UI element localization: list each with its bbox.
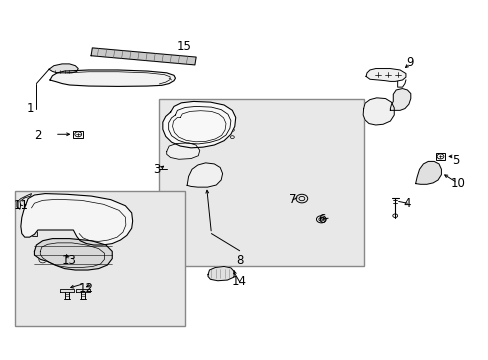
Text: 7: 7 <box>289 193 296 206</box>
Text: 3: 3 <box>153 163 161 176</box>
Text: 2: 2 <box>34 129 41 142</box>
Bar <box>15 191 185 327</box>
Bar <box>41 208 58 213</box>
Polygon shape <box>187 163 222 187</box>
Bar <box>86 202 100 208</box>
Polygon shape <box>415 161 441 184</box>
Bar <box>25 210 37 221</box>
Polygon shape <box>50 70 175 86</box>
Polygon shape <box>34 239 112 270</box>
Polygon shape <box>91 48 196 65</box>
Bar <box>73 131 83 138</box>
Polygon shape <box>76 289 90 292</box>
Text: 12: 12 <box>79 283 94 296</box>
Polygon shape <box>366 68 405 81</box>
Bar <box>86 211 100 218</box>
Polygon shape <box>207 266 234 281</box>
Text: 14: 14 <box>232 275 246 288</box>
Text: 1: 1 <box>27 102 34 115</box>
Text: 6: 6 <box>318 213 325 226</box>
Text: 4: 4 <box>403 197 410 210</box>
Bar <box>435 153 445 160</box>
Polygon shape <box>21 194 132 245</box>
Polygon shape <box>363 98 393 125</box>
Text: 5: 5 <box>451 154 459 167</box>
Polygon shape <box>166 143 200 159</box>
Bar <box>183 116 217 136</box>
Polygon shape <box>49 64 78 73</box>
Bar <box>27 230 37 237</box>
Bar <box>41 216 56 220</box>
Bar <box>86 221 100 227</box>
Text: 13: 13 <box>62 254 77 267</box>
Text: 8: 8 <box>236 254 243 267</box>
Polygon shape <box>60 289 74 292</box>
Text: 10: 10 <box>450 177 465 190</box>
Text: 9: 9 <box>405 55 413 69</box>
Polygon shape <box>389 89 410 111</box>
Bar <box>41 200 61 205</box>
Polygon shape <box>163 102 235 148</box>
Bar <box>159 99 363 266</box>
Text: 11: 11 <box>13 198 28 212</box>
Bar <box>186 117 215 135</box>
Text: 15: 15 <box>176 40 191 53</box>
